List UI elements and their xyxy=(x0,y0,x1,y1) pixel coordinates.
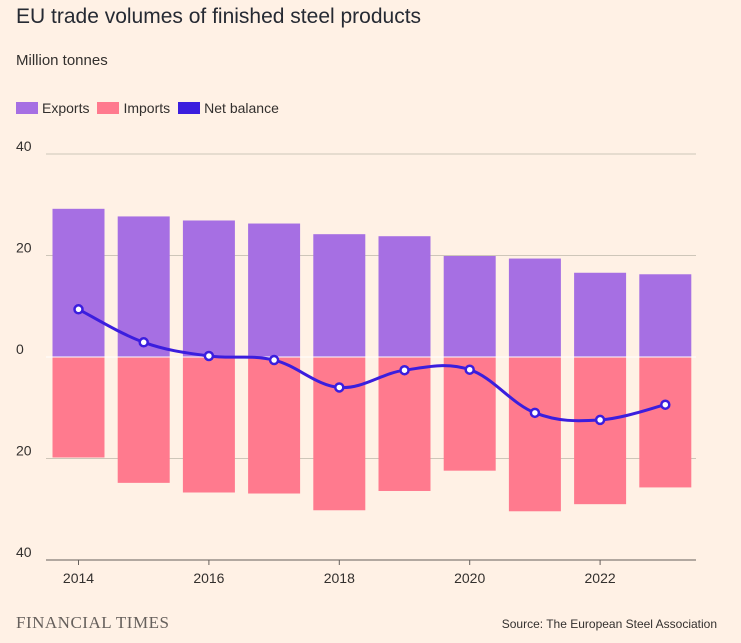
net-balance-point xyxy=(73,304,84,315)
bar-imports xyxy=(248,357,301,494)
legend-item-exports: Exports xyxy=(16,100,89,116)
legend-swatch-net-balance xyxy=(178,102,201,114)
legend-swatch-imports xyxy=(97,102,120,114)
bar-imports xyxy=(443,357,496,471)
bar-exports xyxy=(248,223,301,357)
net-balance-point xyxy=(203,350,215,362)
net-balance-point xyxy=(334,382,345,393)
bar-exports xyxy=(52,208,105,357)
legend-item-imports: Imports xyxy=(97,100,170,116)
bar-exports xyxy=(508,258,561,357)
ft-logo: FINANCIAL TIMES xyxy=(16,613,170,632)
legend-label-exports: Exports xyxy=(42,100,90,116)
chart-title: EU trade volumes of finished steel produ… xyxy=(16,5,422,28)
bar-imports xyxy=(52,357,105,458)
bar-imports xyxy=(508,357,561,512)
net-balance-point xyxy=(268,354,280,366)
legend-label-net-balance: Net balance xyxy=(204,100,279,116)
bar-imports xyxy=(574,357,627,505)
bar-exports xyxy=(313,234,366,357)
legend: Exports Imports Net balance xyxy=(16,100,287,116)
y-tick-label: 20 xyxy=(16,240,32,256)
net-balance-point xyxy=(660,399,671,410)
net-balance-line xyxy=(77,307,666,423)
net-balance-point xyxy=(594,414,606,426)
y-tick-label: 20 xyxy=(16,443,32,459)
x-tick-label: 2022 xyxy=(585,570,616,586)
bar-exports xyxy=(378,236,431,357)
x-tick-label: 2020 xyxy=(454,570,485,586)
bar-imports xyxy=(117,357,170,483)
bar-imports xyxy=(639,357,692,488)
x-tick-label: 2014 xyxy=(63,570,94,586)
legend-item-net-balance: Net balance xyxy=(178,100,279,116)
source-note: Source: The European Steel Association xyxy=(501,617,717,631)
bar-imports xyxy=(378,357,431,491)
bar-imports xyxy=(182,357,235,493)
bar-exports xyxy=(182,220,235,357)
bar-exports xyxy=(639,274,692,357)
x-tick-label: 2016 xyxy=(193,570,224,586)
net-balance-point xyxy=(464,364,475,375)
x-tick-label: 2018 xyxy=(324,570,355,586)
y-tick-label: 0 xyxy=(16,341,24,357)
chart-subtitle: Million tonnes xyxy=(16,52,108,69)
bar-exports xyxy=(443,256,496,357)
legend-label-imports: Imports xyxy=(123,100,171,116)
y-tick-label: 40 xyxy=(16,138,32,154)
y-tick-label: 40 xyxy=(16,544,32,560)
net-balance-point xyxy=(529,407,541,419)
legend-swatch-exports xyxy=(16,102,38,114)
bar-imports xyxy=(313,357,366,511)
net-balance-point xyxy=(399,364,410,376)
bar-exports xyxy=(574,272,627,357)
net-balance-point xyxy=(138,337,149,348)
